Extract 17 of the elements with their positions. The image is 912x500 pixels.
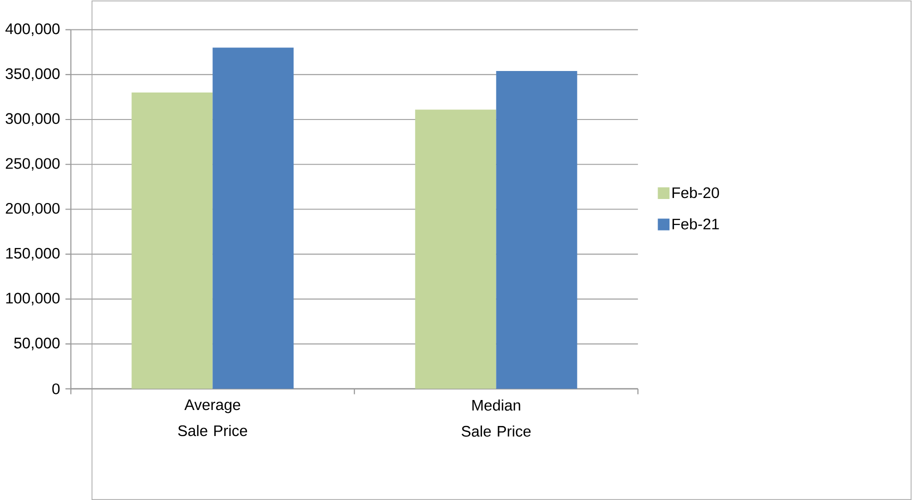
bar [496, 70, 578, 389]
y-tick-label: 250,000 [6, 158, 60, 170]
y-tick-label: 350,000 [6, 68, 60, 81]
bar [212, 47, 294, 389]
x-tick-label: Median Sale Price [462, 399, 531, 436]
y-tick-label: 400,000 [5, 23, 60, 36]
y-tick-label: 100,000 [6, 292, 60, 306]
y-tick-label: 0 [52, 383, 60, 394]
x-tick-label: Average Sale Price [178, 399, 248, 436]
bar [415, 109, 496, 389]
bar [132, 92, 213, 389]
y-tick-label: 50,000 [14, 337, 60, 350]
legend-label: Feb-21 [672, 218, 719, 230]
y-tick-label: 150,000 [6, 248, 60, 260]
y-tick-label: 200,000 [6, 202, 60, 216]
legend-label: Feb-20 [672, 186, 720, 198]
y-tick-label: 300,000 [6, 112, 60, 126]
